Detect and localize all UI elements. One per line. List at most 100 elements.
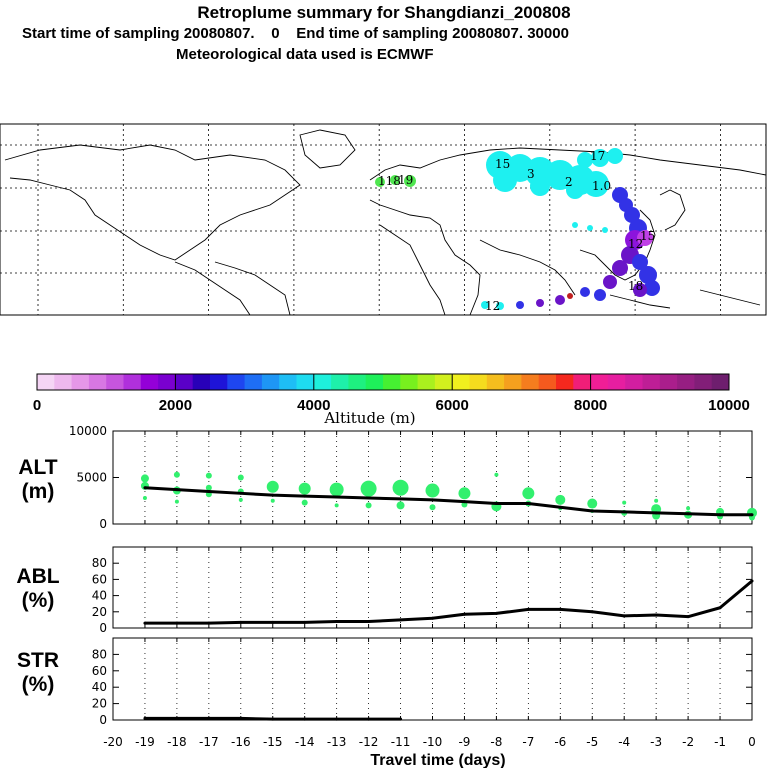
series-point [335,495,339,499]
altitude-scatter-point [173,471,180,478]
colorbar-swatch [383,374,401,390]
x-tick-label: -10 [423,735,443,749]
series-point [367,496,371,500]
colorbar-swatch [296,374,315,390]
colorbar-tick-label: 0 [33,397,41,414]
series-point [207,489,211,493]
colorbar-frame [36,373,730,391]
y-tick-label: 40 [92,680,107,694]
series-point [207,716,211,720]
colorbar-tick-label: 2000 [159,397,192,414]
alt-label-text: ALT (m) [18,456,58,503]
y-tick-label: 0 [99,713,107,727]
colorbar-swatch [192,374,211,390]
series-point [367,620,371,624]
map-label: 19 [398,173,413,187]
y-tick-label: 0 [99,517,107,531]
plume-blob [493,168,517,192]
series-line [144,579,753,625]
series-line [144,486,752,517]
altitude-scatter-point [555,494,566,505]
series-point [175,488,179,492]
map-label: 3 [527,167,535,181]
y-tick-label: 80 [92,647,107,661]
map-label: 18 [628,279,643,293]
series-point [335,620,339,624]
y-tick-label: 40 [92,589,107,603]
colorbar-swatch [607,374,626,390]
colorbar-swatch [452,374,470,390]
series-point [239,620,243,624]
altitude-scatter-point [237,474,244,481]
x-tick-label: -4 [618,735,630,749]
plume-blob [390,175,400,185]
coastline [579,209,656,281]
x-tick-label: -3 [650,735,662,749]
colorbar-swatch [538,374,557,390]
map-label: 15 [495,157,510,171]
met-data-line: Meteorological data used is ECMWF [176,46,434,63]
coastline [299,129,356,169]
series-point [431,498,434,502]
series-point [271,717,275,721]
colorbar-swatch [659,374,678,390]
y-tick-label: 20 [92,697,107,711]
x-tick-label: -9 [458,735,470,749]
colorbar-swatch [573,374,592,390]
altitude-scatter-point [587,498,598,509]
series-point [143,621,147,625]
colorbar-swatch [123,374,142,390]
colorbar-swatch [625,374,643,390]
y-tick-label: 5000 [76,471,107,485]
colorbar-swatch [642,374,661,390]
series-point [654,511,658,515]
coastline [214,261,291,316]
series-point [303,494,307,498]
x-tick-label: -11 [391,735,411,749]
colorbar-swatch [694,374,713,390]
x-tick-label: -7 [522,735,534,749]
coastline [699,289,761,306]
series-point [558,607,562,611]
series-point [718,606,722,610]
x-tick-label: -6 [554,735,566,749]
altitude-scatter-point [174,499,179,504]
colorbar-swatch [469,374,488,390]
y-tick-label: 60 [92,572,107,586]
series-point [143,486,147,490]
plume-blob [404,175,416,187]
altitude-scatter-point [205,484,212,491]
series-point [622,614,626,618]
plume-blob [633,283,647,297]
colorbar-swatch [37,374,55,390]
colorbar-swatch [711,374,730,390]
plume-blob [567,293,573,299]
series-point [718,513,722,517]
map-label: 118 [378,174,401,188]
series-point [239,491,243,495]
chart-title: Retroplume summary for Shangdianzi_20080… [197,3,571,22]
coastline [4,144,301,261]
colorbar-swatch [504,374,522,390]
altitude-scatter-point [686,506,691,511]
series-point [271,620,275,624]
altitude-scatter-point [301,499,308,506]
coastline [369,147,767,181]
plume-blob [555,295,565,305]
colorbar-tick-label: 8000 [574,397,607,414]
altitude-scatter-point [429,504,436,511]
series-point [367,717,371,721]
str-panel: 80 60 40 20 0 [92,637,753,727]
colorbar-swatch [521,374,540,390]
x-tick-label: -2 [682,735,694,749]
series-point [399,717,403,721]
x-tick-label: -15 [263,735,283,749]
plume-blob [624,207,640,223]
x-tick-label: -13 [327,735,347,749]
series-point [239,716,243,720]
plume-blob [580,287,590,297]
x-tick-label: -20 [103,735,123,749]
x-tick-label: -14 [295,735,315,749]
map-label: 15 [640,229,655,243]
altitude-scatter-point [494,472,499,477]
